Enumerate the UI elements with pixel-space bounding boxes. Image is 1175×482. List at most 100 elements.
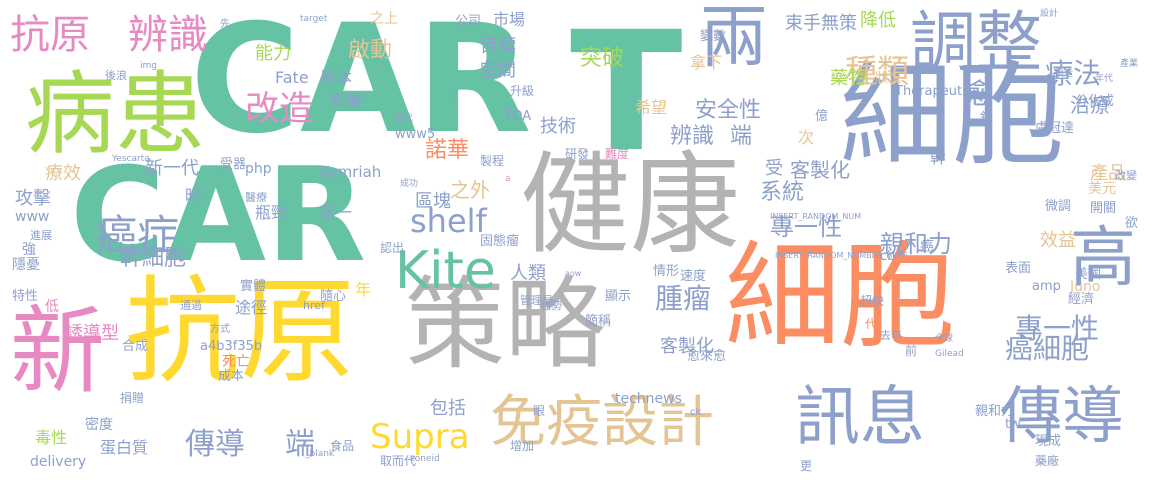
word-119: 分化成 <box>1075 94 1115 109</box>
word-94: 低 <box>45 299 59 315</box>
word-55: 誘導型 <box>65 323 119 344</box>
word-92: 隱憂 <box>12 257 40 273</box>
word-67: 希望 <box>635 98 668 117</box>
word-166: 產業 <box>1120 59 1139 69</box>
word-99: 實體 <box>240 279 267 294</box>
word-49: 治療 <box>1070 93 1110 117</box>
word-53: 區塊 <box>415 191 451 212</box>
word-blank-158: _blank <box>305 449 335 459</box>
word-106: 開關 <box>1090 201 1117 216</box>
word-26: 傳導 <box>185 427 245 462</box>
word-4: 細胞 <box>725 230 956 364</box>
word-116: 認出 <box>380 241 405 255</box>
word-91: 強 <box>22 242 36 258</box>
word-75: 變數 <box>700 29 727 44</box>
word-64: 影響 <box>330 91 363 110</box>
word-33: 親和力 <box>880 230 952 258</box>
word-27: 端 <box>285 427 315 462</box>
word-79: 蛋白質 <box>100 438 149 457</box>
word-5: 健康 <box>520 141 740 269</box>
word-135: 代 <box>865 317 878 331</box>
word-167: 製造 <box>1055 69 1074 79</box>
word-65: 客製化 <box>660 336 714 357</box>
word-83: 毒性 <box>35 428 68 447</box>
word-61: 第一 <box>320 203 353 222</box>
word-6: 策略 <box>405 266 605 383</box>
word-111: 情形 <box>653 264 680 279</box>
word-78: 幹 <box>930 148 947 167</box>
word-77: 次 <box>798 128 815 147</box>
word-zoneid-159: zoneid <box>410 454 440 464</box>
word-insert-random-num-160: INSERT_RANDOM_NUM <box>770 212 862 221</box>
word-131: 現成 <box>1035 434 1062 449</box>
word-technews-81: technews <box>615 391 682 407</box>
word-140: 更 <box>800 459 813 473</box>
word-38: 客製化 <box>790 158 850 182</box>
word-113: 愈來愈 <box>687 349 727 364</box>
word-target-154: target <box>300 14 328 24</box>
word-24: 愈 <box>965 77 994 110</box>
word-aow-163: aow <box>565 269 582 278</box>
word-ck-164: ck <box>690 407 702 418</box>
word-142: 眼 <box>533 404 546 418</box>
word-57: 途徑 <box>235 298 268 317</box>
word-150: 改變 <box>1115 169 1137 182</box>
word-40: 新一代 <box>145 158 199 179</box>
word-144: 強勢 <box>540 299 562 312</box>
word-109: 經濟 <box>1068 292 1095 307</box>
word-100: 隨心 <box>320 289 347 304</box>
word-105: 微調 <box>1045 199 1072 214</box>
word-img-155: img <box>140 61 157 71</box>
word-132: 藥廠 <box>1035 454 1060 468</box>
word-11: 兩 <box>700 0 769 78</box>
word-37: 系統 <box>760 180 805 205</box>
word-63: 原本 <box>320 68 353 87</box>
word-42: 突破 <box>580 46 625 71</box>
word-152: 取代 <box>395 114 414 124</box>
word-29: 腫瘤 <box>655 282 712 315</box>
word-a4b3f35b-95: a4b3f35b <box>200 339 263 354</box>
word-3: 細胞 <box>840 51 1064 181</box>
word-73: 之上 <box>370 11 398 27</box>
word-58: 年 <box>355 280 372 299</box>
word-104: 表面 <box>1005 261 1032 276</box>
word-35: 辨識 <box>670 124 715 149</box>
word-fate-62: Fate <box>275 68 309 87</box>
word-56: 攻擊 <box>15 188 51 209</box>
word-19: 癌症 <box>95 211 180 260</box>
word-car-1: CAR <box>70 139 367 291</box>
word-n-156: n <box>450 91 456 101</box>
word-48: 受 <box>765 158 783 179</box>
word-93: 特性 <box>12 289 39 304</box>
word-juno-85: Juno <box>1070 279 1101 295</box>
word-126: 研發 <box>565 147 590 161</box>
word-136: 去年 <box>880 329 902 342</box>
word-tw-103: tw <box>1005 417 1021 432</box>
word-a-157: a <box>505 174 511 184</box>
word-car-0: CAR <box>190 0 532 167</box>
word-39: 諾華 <box>425 138 470 163</box>
word-31: 癌細胞 <box>1005 332 1090 365</box>
word-149: 醫療 <box>245 191 267 204</box>
word-110: 顯示 <box>605 289 632 304</box>
word-22: 種類 <box>845 52 910 90</box>
word-87: 美國 <box>1075 267 1102 282</box>
word-php-88: php <box>245 161 272 177</box>
word-28: 幹細胞 <box>120 246 187 271</box>
word-shelf-20: shelf <box>410 202 487 240</box>
word-47: 技術 <box>540 116 576 137</box>
word-12: 免疫設計 <box>490 390 714 455</box>
word-25: 改造 <box>245 89 313 129</box>
word-147: 方式 <box>210 324 230 335</box>
word-59: 時 <box>185 186 202 205</box>
word-50: 產品 <box>1090 163 1126 184</box>
word-74: 公司 <box>455 14 482 29</box>
word-128: 食品 <box>330 439 355 453</box>
word-15: 高 <box>1070 219 1136 296</box>
word-169: 年代 <box>1095 74 1114 84</box>
word-54: 人類 <box>510 263 546 284</box>
word-41: 療效 <box>45 163 81 184</box>
word-141: 取而代 <box>380 454 417 468</box>
word-71: 束手無策 <box>785 13 857 34</box>
